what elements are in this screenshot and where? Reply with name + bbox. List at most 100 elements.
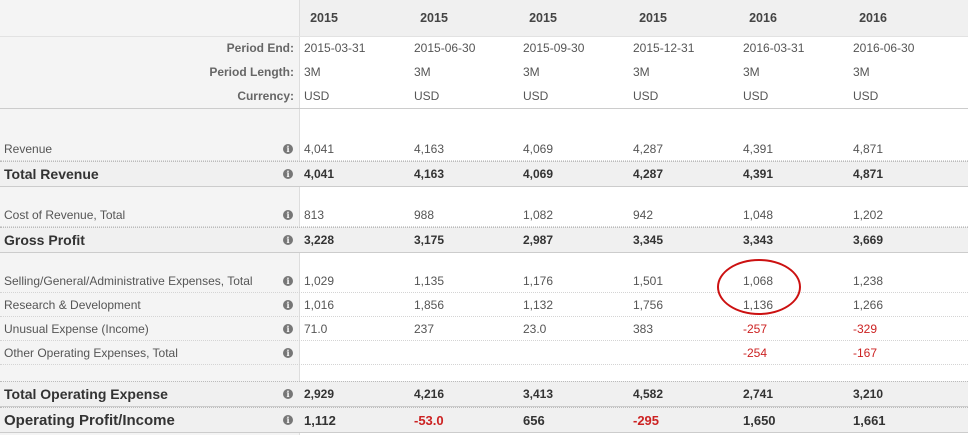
other-opex-value: -254 [743,345,768,360]
period-length-row: Period Length: 3M 3M 3M 3M 3M 3M [0,60,968,84]
period-end-value: 2015-06-30 [414,41,476,55]
info-icon[interactable]: i [283,389,293,399]
row-label: Cost of Revenue, Total [4,207,126,222]
total-revenue-value: 4,391 [743,167,774,181]
operating-profit-value: 1,661 [853,412,886,428]
row-label: Other Operating Expenses, Total [4,345,178,360]
total-opex-value: 3,210 [853,387,884,401]
year-header: 2015 [310,11,338,25]
total-opex-value: 2,929 [304,387,335,401]
period-end-row: Period End: 2015-03-31 2015-06-30 2015-0… [0,36,968,60]
other-opex-value: -167 [853,345,878,360]
revenue-value: 4,287 [633,141,664,156]
year-header: 2016 [749,11,777,25]
gross-profit-value: 3,669 [853,233,884,247]
row-label: Research & Development [4,297,141,312]
period-end-value: 2015-03-31 [304,41,366,55]
unusual-expense-value: 71.0 [304,321,328,336]
row-label: Period End: [226,41,294,55]
total-revenue-value: 4,287 [633,167,664,181]
year-header: 2015 [420,11,448,25]
revenue-row: Revenue i 4,041 4,163 4,069 4,287 4,391 … [0,137,968,161]
currency-value: USD [523,89,549,103]
total-revenue-value: 4,041 [304,167,335,181]
info-icon[interactable]: i [283,169,293,179]
highlight-annotation-circle [717,259,801,315]
revenue-value: 4,069 [523,141,554,156]
info-icon[interactable]: i [283,235,293,245]
info-icon[interactable]: i [283,299,293,310]
unusual-expense-value: 237 [414,321,435,336]
operating-profit-value: 1,650 [743,412,776,428]
other-opex-row: Other Operating Expenses, Total i -254 -… [0,341,968,365]
period-end-value: 2016-06-30 [853,41,915,55]
operating-profit-value: 656 [523,412,545,428]
rnd-value: 1,856 [414,297,445,312]
column-separator [299,0,300,435]
info-icon[interactable]: i [283,347,293,358]
total-revenue-value: 4,871 [853,167,884,181]
rnd-value: 1,756 [633,297,664,312]
row-label: Period Length: [209,65,294,79]
info-icon[interactable]: i [283,143,293,154]
row-label: Gross Profit [4,232,85,248]
unusual-expense-value: 23.0 [523,321,547,336]
cost-of-revenue-value: 942 [633,207,654,222]
row-label: Revenue [4,141,53,156]
year-header: 2015 [639,11,667,25]
row-label: Total Operating Expense [4,386,168,402]
currency-value: USD [304,89,330,103]
info-icon[interactable]: i [283,415,293,425]
unusual-expense-value: -329 [853,321,878,336]
sga-value: 1,176 [523,273,554,288]
cost-of-revenue-row: Cost of Revenue, Total i 813 988 1,082 9… [0,203,968,227]
row-label: Unusual Expense (Income) [4,321,149,336]
row-label: Currency: [237,89,294,103]
sga-value: 1,238 [853,273,884,288]
header-divider [0,36,968,37]
year-header: 2015 [529,11,557,25]
operating-profit-value: -295 [633,412,660,428]
row-label: Selling/General/Administrative Expenses,… [4,273,253,288]
period-end-value: 2015-09-30 [523,41,585,55]
currency-value: USD [853,89,879,103]
period-length-value: 3M [523,65,540,79]
gross-profit-value: 3,343 [743,233,774,247]
rnd-row: Research & Development i 1,016 1,856 1,1… [0,293,968,317]
period-end-value: 2016-03-31 [743,41,805,55]
year-header-row: 2015 2015 2015 2015 2016 2016 [0,0,968,36]
period-length-value: 3M [633,65,650,79]
rnd-value: 1,016 [304,297,335,312]
gross-profit-value: 3,175 [414,233,445,247]
row-label: Operating Profit/Income [4,411,175,429]
total-revenue-value: 4,163 [414,167,445,181]
total-opex-value: 3,413 [523,387,554,401]
currency-row: Currency: USD USD USD USD USD USD [0,84,968,108]
unusual-expense-row: Unusual Expense (Income) i 71.0 237 23.0… [0,317,968,341]
unusual-expense-value: 383 [633,321,654,336]
period-end-value: 2015-12-31 [633,41,695,55]
sga-value: 1,029 [304,273,335,288]
year-header-band [299,0,968,36]
gross-profit-row: Gross Profit i 3,228 3,175 2,987 3,345 3… [0,227,968,253]
total-opex-value: 2,741 [743,387,774,401]
period-length-value: 3M [743,65,760,79]
total-opex-row: Total Operating Expense i 2,929 4,216 3,… [0,381,968,407]
label-column-background [0,0,299,435]
cost-of-revenue-value: 1,202 [853,207,884,222]
operating-profit-value: 1,112 [304,412,336,428]
rnd-value: 1,132 [523,297,554,312]
operating-profit-row: Operating Profit/Income i 1,112 -53.0 65… [0,407,968,433]
info-icon[interactable]: i [283,275,293,286]
revenue-value: 4,163 [414,141,445,156]
gross-profit-value: 3,345 [633,233,664,247]
revenue-value: 4,391 [743,141,774,156]
sga-value: 1,501 [633,273,664,288]
year-header: 2016 [859,11,887,25]
info-icon[interactable]: i [283,323,293,334]
period-length-value: 3M [414,65,431,79]
period-length-value: 3M [304,65,321,79]
revenue-value: 4,041 [304,141,335,156]
info-icon[interactable]: i [283,209,293,220]
